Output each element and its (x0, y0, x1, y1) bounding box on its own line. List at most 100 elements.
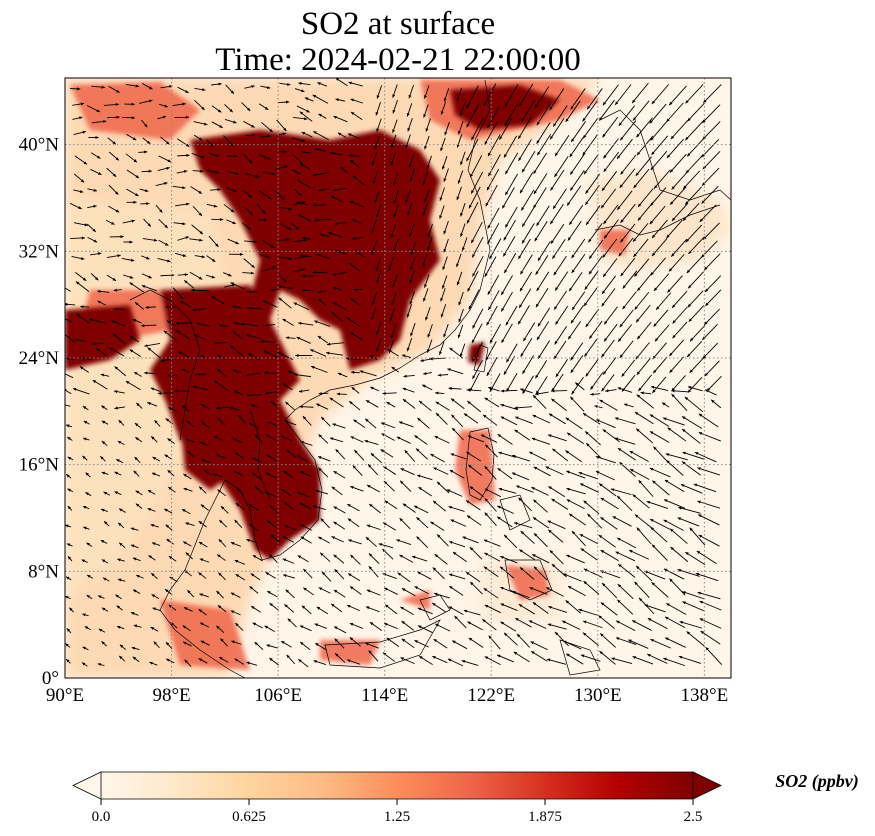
wind-vector-head (101, 441, 106, 445)
wind-vector-head (432, 602, 436, 606)
wind-vector (617, 447, 636, 461)
wind-vector (536, 271, 550, 292)
wind-vector-head (331, 311, 335, 316)
wind-vector-head (376, 279, 380, 284)
wind-vector (689, 325, 706, 342)
wind-vector-head (216, 625, 220, 630)
wind-vector-head (653, 323, 657, 327)
wind-vector (706, 375, 722, 392)
wind-vector-head (550, 135, 554, 140)
wind-vector-head (506, 358, 510, 363)
wind-vector-head (520, 270, 524, 275)
wind-vector (553, 255, 567, 276)
wind-vector-head (615, 101, 619, 105)
wind-vector (649, 518, 671, 530)
wind-vector-head (472, 254, 476, 258)
wind-vector-head (351, 370, 355, 374)
wind-vector-head (664, 479, 669, 483)
wind-vector-head (313, 505, 317, 509)
wind-vector-head (251, 124, 255, 128)
wind-vector (632, 494, 650, 509)
wind-vector (684, 121, 703, 141)
wind-vector-head (391, 144, 394, 148)
wind-vector-head (356, 251, 360, 255)
wind-vector (466, 138, 479, 162)
wind-vector (487, 222, 500, 245)
wind-vector-head (184, 273, 188, 277)
wind-vector-head (218, 572, 222, 576)
wind-vector-head (505, 170, 509, 175)
wind-vector-head (671, 253, 675, 257)
wind-vector-head (247, 306, 251, 310)
wind-vector-head (647, 654, 651, 657)
wind-vector (663, 657, 685, 667)
wind-vector-head (335, 449, 339, 453)
wind-vector-head (183, 641, 187, 645)
wind-vector-head (677, 517, 682, 521)
wind-vector-head (547, 623, 552, 627)
wind-vector-head (511, 472, 516, 476)
wind-vector (568, 204, 584, 226)
wind-vector-head (409, 301, 413, 305)
wind-vector-head (185, 236, 189, 240)
wind-vector-head (385, 604, 389, 608)
wind-vector-head (301, 268, 306, 272)
wind-vector-head (301, 288, 305, 292)
wind-vector-head (417, 607, 422, 611)
wind-vector (619, 340, 634, 359)
wind-vector (698, 534, 720, 547)
wind-vector-head (136, 402, 140, 407)
wind-vector-head (267, 591, 271, 595)
wind-vector-head (588, 270, 592, 275)
wind-vector-head (649, 431, 654, 435)
wind-vector-head (229, 108, 233, 113)
wind-vector-head (153, 641, 157, 645)
wind-vector-head (399, 554, 403, 558)
wind-vector-head (669, 578, 673, 583)
wind-vector-head (81, 559, 86, 563)
wind-vector-head (601, 204, 605, 209)
wind-vector (663, 519, 684, 531)
wind-vector-head (671, 186, 675, 190)
wind-vector-head (95, 135, 99, 140)
wind-vector-head (582, 151, 586, 156)
wind-vector-head (230, 282, 234, 286)
wind-vector-head (663, 568, 668, 572)
wind-vector-head (602, 254, 606, 258)
wind-vector-head (165, 589, 169, 593)
wind-vector-head (389, 318, 393, 322)
wind-vector-head (267, 195, 272, 199)
wind-vector-head (246, 538, 250, 542)
wind-vector-head (269, 603, 273, 607)
wind-vector-head (283, 279, 287, 283)
wind-vector-head (351, 219, 356, 223)
wind-vector (687, 290, 704, 308)
wind-vector (614, 84, 632, 106)
wind-vector-head (233, 120, 237, 124)
wind-vector-head (186, 202, 190, 206)
wind-vector-head (134, 456, 138, 461)
wind-vector-head (650, 271, 654, 276)
wind-vector-head (187, 450, 191, 455)
wind-vector-head (347, 659, 351, 663)
wind-vector-head (505, 191, 509, 196)
wind-vector-head (513, 651, 518, 655)
wind-vector (569, 396, 585, 412)
wind-vector-head (519, 102, 523, 107)
wind-vector-head (214, 341, 218, 345)
wind-vector-head (632, 99, 636, 104)
wind-vector-head (315, 489, 319, 493)
wind-vector-head (254, 642, 258, 646)
wind-vector-head (634, 306, 638, 310)
wind-vector-head (328, 231, 332, 235)
wind-vector-head (86, 542, 90, 546)
figure-title: SO2 at surface (300, 6, 496, 42)
wind-vector-head (281, 488, 285, 492)
wind-vector-head (147, 402, 151, 406)
wind-vector-head (216, 590, 220, 595)
wind-vector (568, 272, 583, 292)
wind-vector-head (501, 308, 505, 312)
wind-vector-head (522, 240, 525, 244)
wind-vector-head (381, 422, 385, 426)
wind-vector-head (663, 519, 668, 523)
